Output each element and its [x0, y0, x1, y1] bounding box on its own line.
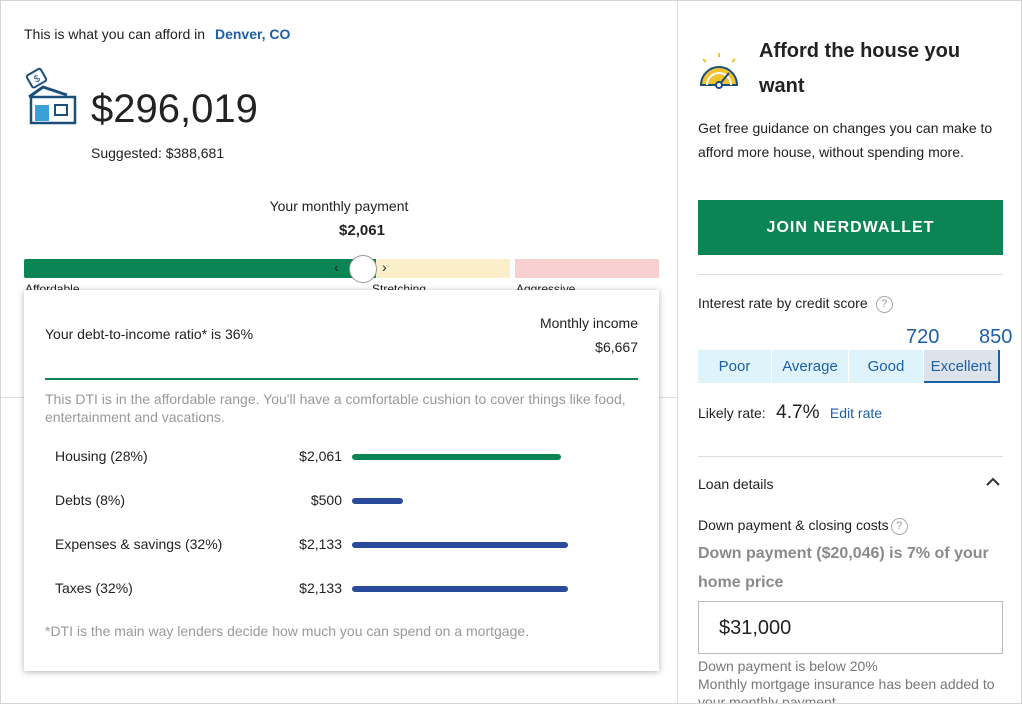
row-bar: [352, 586, 569, 592]
income-label: Monthly income: [539, 315, 638, 331]
row-name: Debts (8%): [55, 492, 126, 508]
location-link[interactable]: Denver, CO: [214, 26, 291, 42]
row-bar: [352, 498, 403, 504]
payment-label: Your monthly payment: [24, 198, 700, 214]
dti-ratio: Your debt-to-income ratio* is 36%: [45, 326, 254, 342]
credit-label: Interest rate by credit score: [698, 295, 868, 311]
dti-popup: Your debt-to-income ratio* is 36% Monthl…: [24, 290, 659, 671]
chevron-up[interactable]: [985, 477, 1001, 487]
score-min: 720: [906, 326, 940, 348]
down-payment-label: Down payment & closing costs: [698, 517, 889, 533]
loan-details[interactable]: Loan details: [698, 476, 774, 492]
rate-label: Likely rate:: [698, 405, 766, 421]
down-payment-row: Down payment & closing costs?: [698, 517, 908, 535]
down-payment-input[interactable]: $31,000: [698, 601, 1003, 654]
divider: [698, 274, 1003, 275]
row-bar: [352, 454, 562, 460]
row-bar: [352, 542, 569, 548]
dti-description: This DTI is in the affordable range. You…: [45, 391, 626, 425]
row-name: Taxes (32%): [55, 580, 133, 596]
warning: Monthly mortgage insurance has been adde…: [698, 676, 995, 704]
help-icon[interactable]: ?: [890, 517, 908, 535]
promo-title: Afford the house you want: [759, 40, 961, 97]
suggested: Suggested: $388,681: [91, 145, 225, 161]
credit-tab[interactable]: Poor: [698, 350, 771, 383]
warnings: Down payment is below 20% Monthly mortga…: [698, 657, 998, 704]
intro: This is what you can afford in: [24, 26, 206, 42]
afford-amount: $296,019: [91, 87, 258, 131]
footnote: *DTI is the main way lenders decide how …: [45, 623, 530, 639]
rate-row: Likely rate: 4.7% Edit rate: [698, 402, 882, 424]
credit-tab[interactable]: Good: [849, 350, 923, 383]
divider: [698, 456, 1003, 457]
slider-handle[interactable]: [349, 255, 377, 283]
range-affordable: [24, 259, 376, 278]
help-icon[interactable]: ?: [875, 295, 893, 313]
down-payment-note: Down payment ($20,046) is 7% of your hom…: [698, 545, 989, 591]
score-max: 850: [979, 326, 1013, 348]
credit-tab[interactable]: Excellent: [924, 350, 1000, 383]
house-icon: $: [25, 67, 77, 125]
row-name: Housing (28%): [55, 448, 148, 464]
credit-label-row: Interest rate by credit score?: [698, 295, 893, 313]
arrow-left: ‹: [334, 259, 339, 275]
svg-text:$: $: [32, 73, 43, 86]
range-aggressive: [515, 259, 659, 278]
rate: 4.7%: [776, 402, 820, 423]
panel-divider: [677, 1, 678, 703]
row-amount: $2,061: [299, 448, 342, 464]
popup-rule: [45, 378, 638, 380]
payment-label-text: Your monthly payment: [269, 198, 409, 214]
edit-rate[interactable]: Edit rate: [829, 405, 883, 421]
warning: Down payment is below 20%: [698, 658, 878, 674]
promo-text: Get free guidance on changes you can mak…: [698, 120, 993, 160]
credit-tab[interactable]: Average: [772, 350, 848, 383]
arrow-right: ›: [382, 259, 387, 275]
row-amount: $500: [310, 492, 342, 508]
join-button[interactable]: JOIN NERDWALLET: [698, 200, 1003, 255]
row-amount: $2,133: [299, 580, 342, 596]
gauge-icon: [699, 53, 739, 89]
intro-line: This is what you can afford in Denver, C…: [24, 26, 290, 42]
range-stretching: [376, 259, 510, 278]
income: $6,667: [595, 339, 638, 355]
row-name: Expenses & savings (32%): [55, 536, 223, 552]
payment-amount: $2,061: [339, 222, 385, 239]
row-amount: $2,133: [299, 536, 342, 552]
